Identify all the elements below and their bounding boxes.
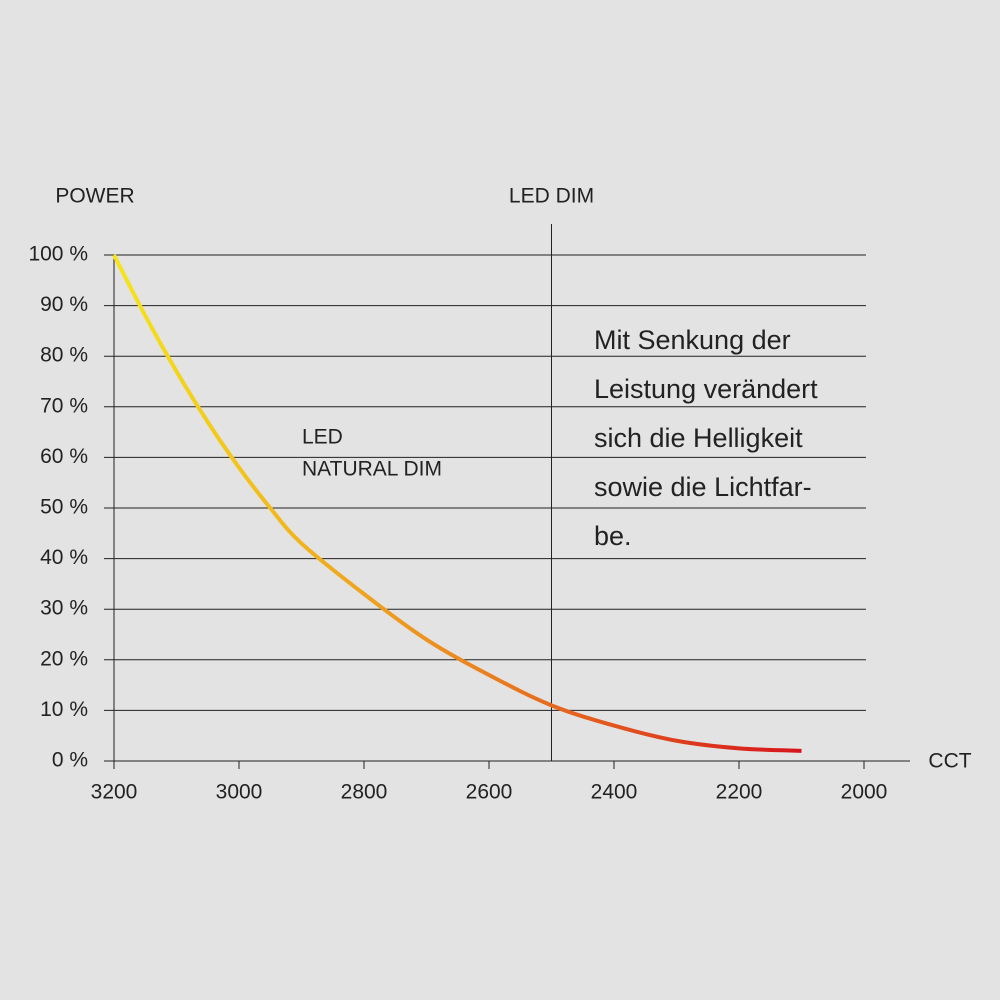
y-tick-label: 60 % [40, 445, 88, 468]
x-tick-label: 2400 [591, 781, 638, 804]
y-tick-label: 30 % [40, 597, 88, 620]
curve [112, 254, 802, 753]
x-tick-label: 2600 [466, 781, 513, 804]
x-tick-label: 3000 [216, 781, 263, 804]
y-tick-label: 100 % [28, 243, 88, 266]
y-tick-label: 10 % [40, 698, 88, 721]
text-block-line: sich die Helligkeit [594, 423, 803, 453]
text-block-line: be. [594, 521, 632, 551]
x-tick-label: 2800 [341, 781, 388, 804]
curve-label: NATURAL DIM [302, 458, 442, 481]
x-tick-label: 2200 [716, 781, 763, 804]
y-tick-label: 20 % [40, 647, 88, 670]
y-tick-label: 40 % [40, 546, 88, 569]
y-tick-label: 70 % [40, 394, 88, 417]
curve-label: LED [302, 426, 343, 449]
text-block-line: sowie die Lichtfar- [594, 472, 812, 502]
vline-label: LED DIM [509, 185, 594, 208]
y-tick-label: 90 % [40, 293, 88, 316]
y-axis-label: POWER [55, 185, 134, 208]
text-block-line: Leistung verändert [594, 374, 818, 404]
y-tick-label: 50 % [40, 496, 88, 519]
text-block-line: Mit Senkung der [594, 325, 791, 355]
x-tick-label: 3200 [91, 781, 138, 804]
y-tick-label: 80 % [40, 344, 88, 367]
x-tick-label: 2000 [841, 781, 888, 804]
x-axis-label: CCT [928, 750, 971, 773]
y-tick-label: 0 % [52, 749, 88, 772]
